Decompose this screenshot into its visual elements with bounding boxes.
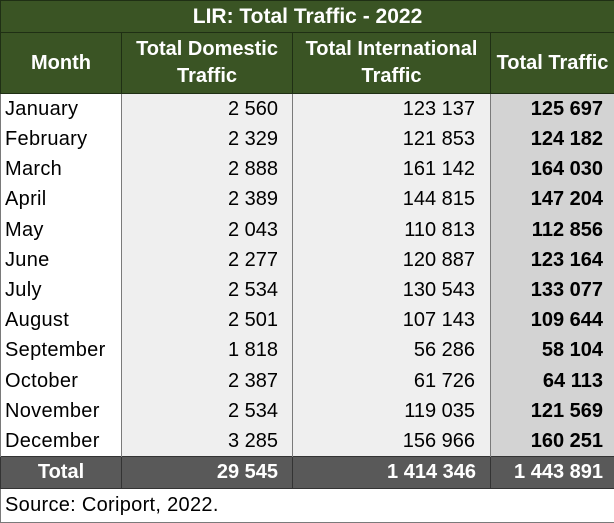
table-title: LIR: Total Traffic - 2022 xyxy=(1,1,614,33)
month-cell: January xyxy=(1,94,122,125)
totals-total: 1 443 891 xyxy=(491,456,614,488)
month-cell: December xyxy=(1,426,122,457)
header-total: Total Traffic xyxy=(491,33,614,94)
international-cell: 61 726 xyxy=(293,366,491,396)
international-cell: 119 035 xyxy=(293,396,491,426)
header-international-line1: Total International xyxy=(306,38,478,60)
totals-row: Total 29 545 1 414 346 1 443 891 xyxy=(1,456,614,488)
table-row: July 2 534 130 543 133 077 xyxy=(1,275,614,305)
international-cell: 123 137 xyxy=(293,94,491,125)
international-cell: 156 966 xyxy=(293,426,491,457)
domestic-cell: 1 818 xyxy=(122,335,293,365)
domestic-cell: 2 043 xyxy=(122,215,293,245)
domestic-cell: 2 534 xyxy=(122,396,293,426)
table-row: April 2 389 144 815 147 204 xyxy=(1,184,614,214)
month-cell: September xyxy=(1,335,122,365)
international-cell: 144 815 xyxy=(293,184,491,214)
domestic-cell: 2 277 xyxy=(122,245,293,275)
table-row: March 2 888 161 142 164 030 xyxy=(1,154,614,184)
total-cell: 109 644 xyxy=(491,305,614,335)
table-row: October 2 387 61 726 64 113 xyxy=(1,366,614,396)
source-note: Source: Coriport, 2022. xyxy=(1,488,614,522)
table-row: August 2 501 107 143 109 644 xyxy=(1,305,614,335)
header-domestic: Total Domestic Traffic xyxy=(122,33,293,94)
total-cell: 121 569 xyxy=(491,396,614,426)
total-cell: 58 104 xyxy=(491,335,614,365)
totals-label: Total xyxy=(1,456,122,488)
header-international: Total International Traffic xyxy=(293,33,491,94)
domestic-cell: 2 389 xyxy=(122,184,293,214)
domestic-cell: 2 387 xyxy=(122,366,293,396)
header-international-line2: Traffic xyxy=(361,65,421,87)
domestic-cell: 2 560 xyxy=(122,94,293,125)
month-cell: April xyxy=(1,184,122,214)
international-cell: 121 853 xyxy=(293,124,491,154)
table-row: November 2 534 119 035 121 569 xyxy=(1,396,614,426)
month-cell: August xyxy=(1,305,122,335)
table-row: May 2 043 110 813 112 856 xyxy=(1,215,614,245)
header-domestic-line1: Total Domestic xyxy=(136,38,278,60)
month-cell: November xyxy=(1,396,122,426)
table-row: January 2 560 123 137 125 697 xyxy=(1,94,614,125)
international-cell: 56 286 xyxy=(293,335,491,365)
source-row: Source: Coriport, 2022. xyxy=(1,488,614,522)
totals-domestic: 29 545 xyxy=(122,456,293,488)
total-cell: 64 113 xyxy=(491,366,614,396)
total-cell: 125 697 xyxy=(491,94,614,125)
total-cell: 133 077 xyxy=(491,275,614,305)
title-row: LIR: Total Traffic - 2022 xyxy=(1,1,614,33)
table-row: December 3 285 156 966 160 251 xyxy=(1,426,614,457)
domestic-cell: 3 285 xyxy=(122,426,293,457)
table-row: February 2 329 121 853 124 182 xyxy=(1,124,614,154)
domestic-cell: 2 501 xyxy=(122,305,293,335)
total-cell: 160 251 xyxy=(491,426,614,457)
domestic-cell: 2 534 xyxy=(122,275,293,305)
total-cell: 123 164 xyxy=(491,245,614,275)
table-row: September 1 818 56 286 58 104 xyxy=(1,335,614,365)
month-cell: May xyxy=(1,215,122,245)
month-cell: February xyxy=(1,124,122,154)
total-cell: 147 204 xyxy=(491,184,614,214)
month-cell: October xyxy=(1,366,122,396)
total-cell: 124 182 xyxy=(491,124,614,154)
month-cell: March xyxy=(1,154,122,184)
header-month: Month xyxy=(1,33,122,94)
domestic-cell: 2 888 xyxy=(122,154,293,184)
month-cell: July xyxy=(1,275,122,305)
domestic-cell: 2 329 xyxy=(122,124,293,154)
total-cell: 112 856 xyxy=(491,215,614,245)
header-domestic-line2: Traffic xyxy=(177,65,237,87)
international-cell: 120 887 xyxy=(293,245,491,275)
international-cell: 161 142 xyxy=(293,154,491,184)
header-row: Month Total Domestic Traffic Total Inter… xyxy=(1,33,614,94)
month-cell: June xyxy=(1,245,122,275)
table-row: June 2 277 120 887 123 164 xyxy=(1,245,614,275)
totals-international: 1 414 346 xyxy=(293,456,491,488)
international-cell: 130 543 xyxy=(293,275,491,305)
international-cell: 107 143 xyxy=(293,305,491,335)
total-cell: 164 030 xyxy=(491,154,614,184)
international-cell: 110 813 xyxy=(293,215,491,245)
